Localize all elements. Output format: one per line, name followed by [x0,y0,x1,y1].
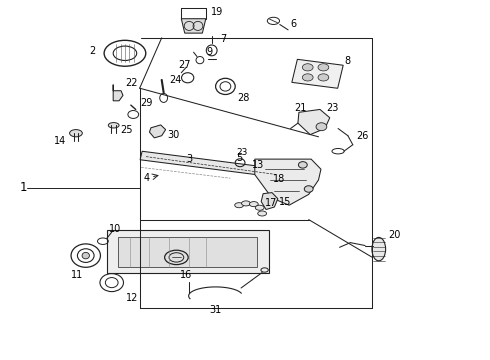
Text: 30: 30 [168,130,180,140]
Text: 22: 22 [125,78,138,88]
Text: 20: 20 [389,230,401,240]
Text: 12: 12 [126,293,139,303]
Ellipse shape [302,74,313,81]
Bar [118,237,257,267]
Text: 2: 2 [89,46,96,57]
Text: 16: 16 [180,270,193,280]
Text: 19: 19 [211,6,223,17]
Polygon shape [149,125,166,138]
Ellipse shape [255,205,264,210]
Ellipse shape [82,252,89,259]
Text: 14: 14 [54,136,66,147]
Ellipse shape [235,203,244,208]
Ellipse shape [316,123,327,131]
Ellipse shape [108,122,119,128]
Text: 27: 27 [178,60,191,70]
Text: 28: 28 [238,93,250,103]
Polygon shape [181,19,206,33]
Text: 4: 4 [144,173,150,183]
Text: 13: 13 [252,160,265,170]
Text: 21: 21 [294,103,306,113]
Ellipse shape [242,201,250,206]
Text: 23: 23 [326,103,339,113]
Text: 11: 11 [71,270,83,280]
Text: 26: 26 [357,131,369,141]
Ellipse shape [318,64,329,71]
Text: 9: 9 [207,47,213,57]
Text: 10: 10 [109,224,121,234]
Text: 18: 18 [273,174,286,184]
Text: 24: 24 [169,75,181,85]
Text: 29: 29 [141,98,153,108]
Ellipse shape [304,186,313,192]
Polygon shape [298,109,330,135]
Text: 31: 31 [210,305,221,315]
Text: 7: 7 [220,33,227,44]
Text: 15: 15 [279,197,292,207]
Polygon shape [255,159,321,205]
Bar [107,230,269,273]
Polygon shape [292,59,343,88]
Ellipse shape [318,74,329,81]
Text: 17: 17 [265,198,277,208]
Text: 25: 25 [121,125,133,135]
Text: 8: 8 [344,56,351,66]
Polygon shape [113,85,123,101]
Ellipse shape [258,211,267,216]
Text: 1: 1 [20,181,27,194]
Text: 5: 5 [236,153,243,163]
Ellipse shape [302,64,313,71]
Text: 6: 6 [291,19,297,30]
Text: 3: 3 [186,154,192,164]
Text: 23: 23 [236,148,247,157]
Polygon shape [140,151,283,178]
Polygon shape [261,193,278,210]
Ellipse shape [298,162,307,168]
Ellipse shape [372,238,386,261]
Ellipse shape [70,130,82,137]
Ellipse shape [249,202,258,207]
